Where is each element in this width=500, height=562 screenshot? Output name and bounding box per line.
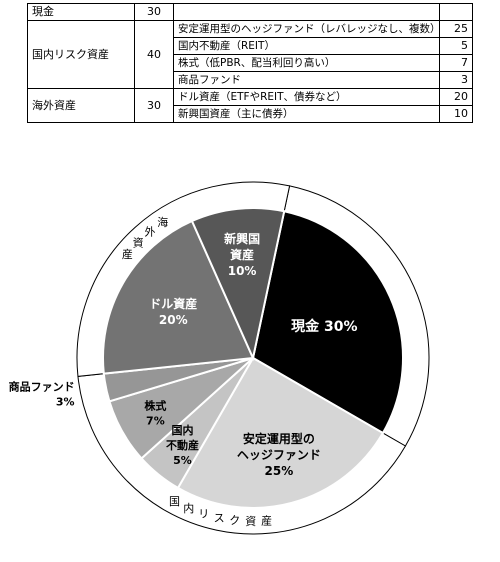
item-cell: 株式（低PBR、配当利回り高い） xyxy=(173,54,440,72)
pie-slice xyxy=(251,210,404,435)
item-pct-cell: 3 xyxy=(439,71,473,89)
table-row: 海外資産 30 ドル資産（ETFやREIT、債券など） 20 xyxy=(27,88,473,123)
pie-slice xyxy=(190,207,286,362)
slice-label: ドル資産 20% xyxy=(149,296,197,327)
slice-label: 商品ファンド 3% xyxy=(9,379,75,408)
svg-text:リ: リ xyxy=(198,507,209,520)
svg-text:外: 外 xyxy=(145,226,156,239)
outer-labels: 国内リスク資産海外資産 xyxy=(122,215,272,528)
svg-text:内: 内 xyxy=(183,501,194,515)
category-cell: 国内リスク資産 xyxy=(27,20,135,89)
category-cell: 現金 xyxy=(27,3,135,21)
item-pct-cell: 10 xyxy=(439,105,473,123)
table-row: 現金 30 xyxy=(27,3,473,21)
svg-text:海: 海 xyxy=(157,215,168,229)
allocation-table: 現金 30 国内リスク資産 40 安定運用型のヘッジファンド（レバレッジなし、複… xyxy=(27,3,473,123)
item-cell: ドル資産（ETFやREIT、債券など） xyxy=(173,88,440,106)
slice-label: 新興国資産 10% xyxy=(224,231,260,278)
item-cell: 国内不動産（REIT） xyxy=(173,37,440,55)
svg-text:産: 産 xyxy=(122,248,133,261)
category-pct-cell: 30 xyxy=(134,3,174,21)
svg-text:国: 国 xyxy=(169,495,180,508)
pie-slice xyxy=(102,219,255,375)
slice-label: 株式 7% xyxy=(144,398,166,427)
pie-slice xyxy=(176,356,385,509)
slice-label: 現金 30% xyxy=(291,318,357,335)
inner-slices xyxy=(102,207,404,509)
svg-text:ク: ク xyxy=(229,514,240,527)
table-row: 国内リスク資産 40 安定運用型のヘッジファンド（レバレッジなし、複数） 25 xyxy=(27,20,473,89)
item-cell: 商品ファンド xyxy=(173,71,440,89)
slice-label: 安定運用型のヘッジファンド 25% xyxy=(237,431,321,478)
item-pct-cell: 5 xyxy=(439,37,473,55)
item-pct-cell: 25 xyxy=(439,20,473,38)
category-pct-cell: 40 xyxy=(134,20,174,89)
item-cell: 新興国資産（主に債券） xyxy=(173,105,440,123)
item-cell xyxy=(173,3,440,21)
item-pct-cell: 7 xyxy=(439,54,473,72)
slice-label: 国内不動産 5% xyxy=(166,423,199,467)
item-pct-cell xyxy=(439,3,473,21)
svg-text:資: 資 xyxy=(133,236,144,249)
outer-ring-label: 国内リスク資産 xyxy=(169,495,272,528)
svg-text:ス: ス xyxy=(214,511,225,524)
pie-chart: 現金 30% 安定運用型のヘッジファンド 25% 国内不動産 5%株式 7% 商品ファンド 3… xyxy=(9,181,430,535)
item-cell: 安定運用型のヘッジファンド（レバレッジなし、複数） xyxy=(173,20,440,38)
table-row: 新興国資産（主に債券） 10 xyxy=(28,105,473,123)
inner-labels: 現金 30% 安定運用型のヘッジファンド 25% 国内不動産 5%株式 7% 商品ファンド 3… xyxy=(9,231,358,478)
category-pct-cell: 30 xyxy=(134,88,174,123)
category-cell: 海外資産 xyxy=(27,88,135,123)
svg-text:資: 資 xyxy=(245,515,256,528)
table-row: 商品ファンド 3 xyxy=(28,71,473,89)
svg-text:産: 産 xyxy=(261,514,272,527)
item-pct-cell: 20 xyxy=(439,88,473,106)
outer-ring-label: 海外資産 xyxy=(122,215,168,261)
